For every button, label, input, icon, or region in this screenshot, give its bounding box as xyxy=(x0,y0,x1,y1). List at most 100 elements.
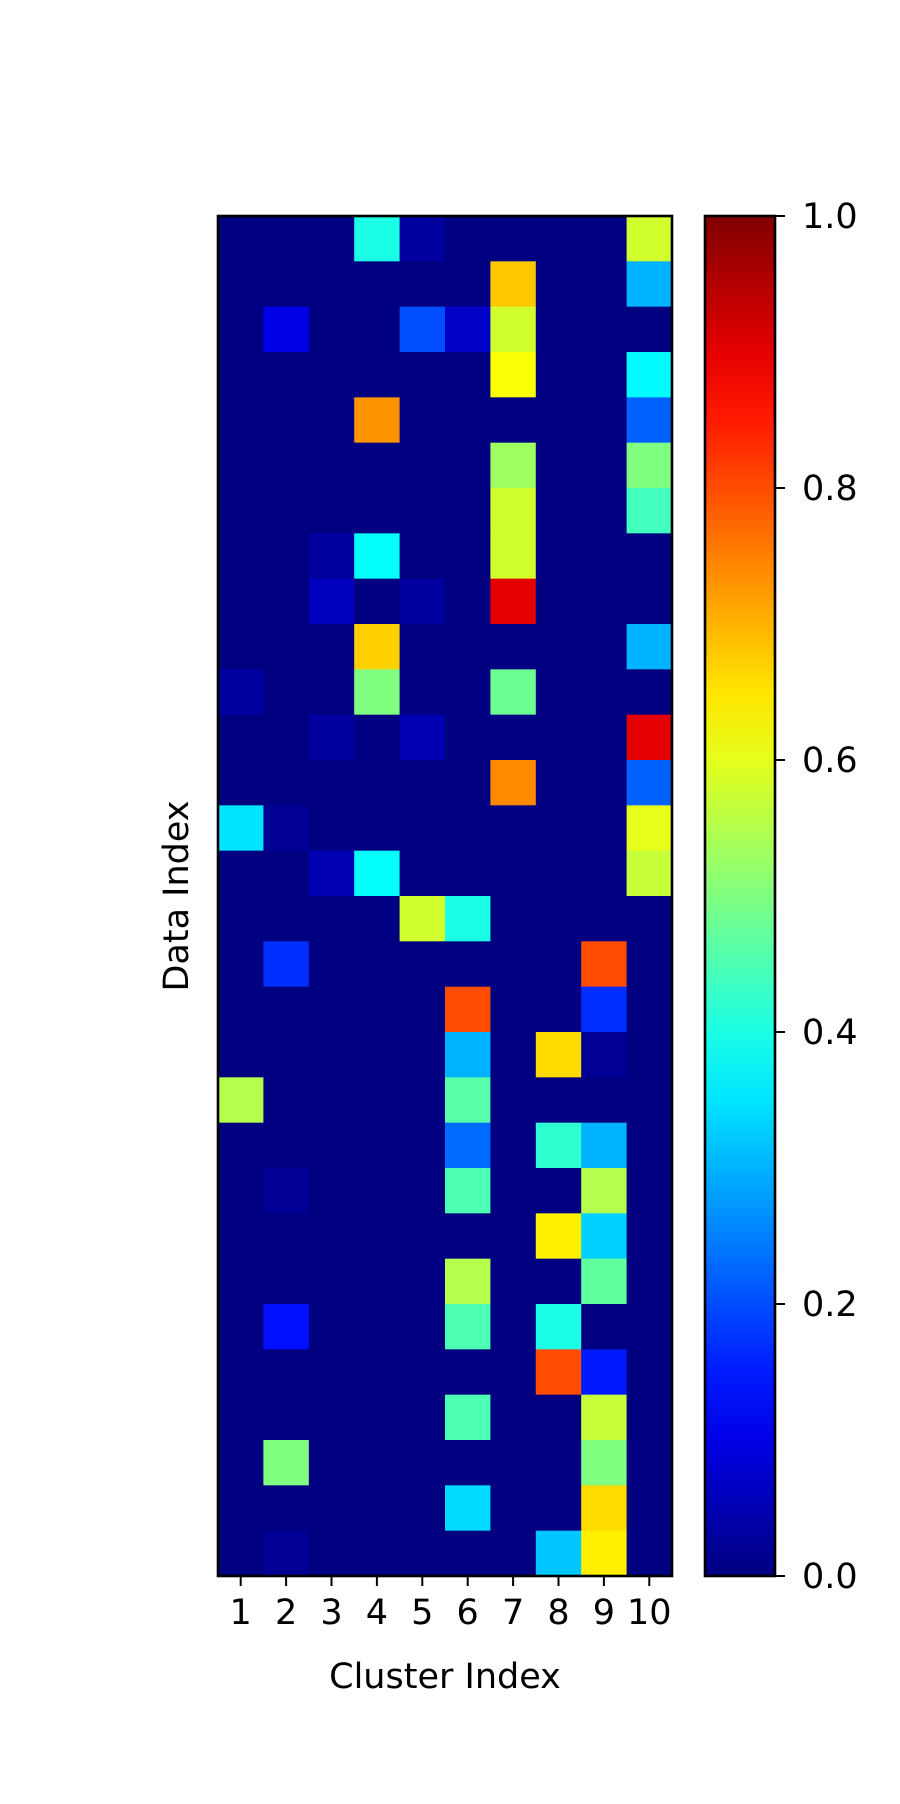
heatmap-cell xyxy=(445,397,491,444)
heatmap-cell xyxy=(308,850,355,897)
heatmap-cell xyxy=(490,1349,537,1396)
heatmap-cell xyxy=(581,352,628,398)
heatmap-cell xyxy=(399,1530,446,1577)
heatmap-cell xyxy=(263,442,310,489)
heatmap-cell xyxy=(445,1485,491,1532)
x-tick-label: 1 xyxy=(230,1593,252,1633)
heatmap-cell xyxy=(490,941,537,988)
heatmap-cell xyxy=(308,397,355,444)
heatmap-cell xyxy=(263,1394,310,1441)
heatmap-cell xyxy=(626,760,673,806)
heatmap-cell xyxy=(445,352,491,398)
heatmap-cell xyxy=(263,578,310,625)
heatmap-cell xyxy=(218,1440,264,1486)
colorbar-tick-label: 0.2 xyxy=(802,1285,858,1325)
heatmap-cell xyxy=(535,1530,582,1577)
heatmap-cell xyxy=(399,760,446,806)
x-tick-label: 8 xyxy=(547,1593,569,1633)
heatmap-cell xyxy=(581,1304,628,1350)
heatmap-cell xyxy=(490,986,537,1033)
x-tick-label: 2 xyxy=(275,1593,297,1633)
heatmap-cell xyxy=(354,306,401,353)
colorbar xyxy=(705,216,775,1576)
heatmap-cell xyxy=(535,442,582,489)
heatmap-cell xyxy=(263,850,310,897)
heatmap-cell xyxy=(399,850,446,897)
heatmap-cell xyxy=(308,488,355,534)
x-axis-label: Cluster Index xyxy=(329,1657,561,1697)
heatmap-cell xyxy=(490,488,537,534)
heatmap-cell xyxy=(308,578,355,625)
heatmap-cell xyxy=(535,624,582,670)
heatmap-cell xyxy=(445,1394,491,1441)
heatmap-cell xyxy=(626,714,673,761)
heatmap-cell xyxy=(445,442,491,489)
heatmap-cell xyxy=(535,850,582,897)
heatmap-cell xyxy=(308,1440,355,1486)
heatmap-cell xyxy=(535,306,582,353)
heatmap-cell xyxy=(399,1032,446,1078)
colorbar-frame xyxy=(703,214,777,1578)
heatmap-cell xyxy=(218,1394,264,1441)
heatmap-cell xyxy=(354,533,401,580)
heatmap-cell xyxy=(626,306,673,353)
heatmap-cell xyxy=(308,1032,355,1078)
heatmap-cell xyxy=(263,1349,310,1396)
heatmap-cell xyxy=(263,261,310,308)
heatmap-cell xyxy=(308,941,355,988)
heatmap-cell xyxy=(218,805,264,852)
plot-frame xyxy=(216,214,674,1578)
heatmap-cell xyxy=(263,216,310,262)
heatmap-cell xyxy=(308,1077,355,1124)
heatmap-cell xyxy=(399,261,446,308)
heatmap-cell xyxy=(490,805,537,852)
heatmap-cell xyxy=(581,760,628,806)
heatmap-cell xyxy=(218,941,264,988)
heatmap-cell xyxy=(535,1032,582,1078)
colorbar-tick-label: 0.8 xyxy=(802,469,858,509)
heatmap-cell xyxy=(581,1349,628,1396)
y-axis-label: Data Index xyxy=(157,800,197,991)
heatmap-cell xyxy=(626,896,673,942)
heatmap-cell xyxy=(445,1440,491,1486)
heatmap-cell xyxy=(535,261,582,308)
heatmap-cell xyxy=(535,488,582,534)
heatmap-cell xyxy=(490,1440,537,1486)
heatmap-cell xyxy=(626,1032,673,1078)
heatmap-cell xyxy=(581,1077,628,1124)
heatmap-cell xyxy=(445,624,491,670)
heatmap-cell xyxy=(490,352,537,398)
heatmap-cell xyxy=(354,1122,401,1169)
heatmap-cell xyxy=(218,1032,264,1078)
heatmap-cell xyxy=(581,1394,628,1441)
heatmap-cell xyxy=(626,442,673,489)
heatmap-cell xyxy=(445,896,491,942)
heatmap-cell xyxy=(445,669,491,716)
heatmap-cell xyxy=(354,261,401,308)
heatmap-cell xyxy=(490,442,537,489)
heatmap-cell xyxy=(445,850,491,897)
heatmap-cell xyxy=(399,578,446,625)
heatmap-cell xyxy=(308,261,355,308)
heatmap-cell xyxy=(399,986,446,1033)
heatmap-cell xyxy=(581,1485,628,1532)
heatmap-cell xyxy=(263,714,310,761)
heatmap-cell xyxy=(263,1077,310,1124)
heatmap-cell xyxy=(218,1168,264,1214)
heatmap-cell xyxy=(490,714,537,761)
heatmap-cell xyxy=(399,805,446,852)
heatmap-cell xyxy=(445,306,491,353)
heatmap-cell xyxy=(626,1440,673,1486)
heatmap-cell xyxy=(399,1077,446,1124)
heatmap-cell xyxy=(218,714,264,761)
heatmap-cell xyxy=(490,669,537,716)
heatmap-cell xyxy=(535,1122,582,1169)
heatmap-cell xyxy=(263,986,310,1033)
heatmap-cell xyxy=(490,850,537,897)
heatmap-cell xyxy=(581,216,628,262)
heatmap-cell xyxy=(581,1032,628,1078)
heatmap-cell xyxy=(263,352,310,398)
heatmap-cell xyxy=(263,624,310,670)
heatmap-cell xyxy=(399,533,446,580)
heatmap-cell xyxy=(535,352,582,398)
